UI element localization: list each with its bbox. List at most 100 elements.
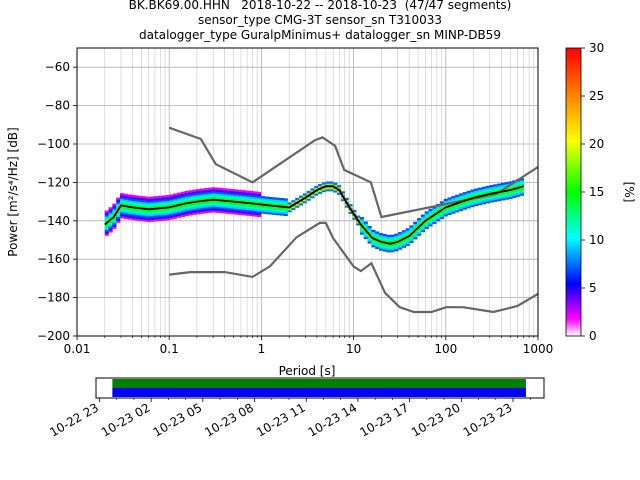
density-cell (390, 244, 395, 247)
density-cell (348, 209, 353, 213)
density-cell (398, 245, 403, 248)
density-cell (428, 224, 433, 227)
density-cell (173, 195, 178, 198)
density-cell (180, 214, 186, 217)
density-cell (378, 236, 384, 240)
time-tick-label: 10-23 23 (461, 400, 515, 439)
colorbar-tick-label: 5 (589, 281, 597, 295)
density-cell (249, 206, 254, 209)
density-cell (104, 212, 109, 215)
density-cell (104, 227, 109, 231)
density-cell (257, 195, 262, 198)
density-cell (184, 210, 189, 213)
density-cell (222, 211, 227, 214)
density-cell (458, 206, 464, 210)
density-cell (104, 223, 109, 227)
density-cell (485, 189, 490, 192)
density-cell (127, 194, 132, 197)
density-cell (234, 204, 239, 207)
density-cell (215, 189, 220, 192)
density-cell (222, 197, 227, 201)
density-cell (165, 204, 170, 207)
density-cell (409, 236, 414, 240)
density-cell (321, 188, 326, 191)
density-cell (260, 201, 266, 205)
density-cell (119, 200, 125, 204)
density-cell (420, 228, 425, 231)
density-cell (253, 193, 258, 196)
density-cell (386, 240, 391, 243)
density-cell (199, 203, 205, 207)
density-cell (500, 182, 505, 186)
density-cell (462, 203, 467, 206)
density-cell (260, 198, 266, 201)
density-cell (398, 241, 403, 244)
density-cell (382, 239, 387, 242)
density-cell (108, 226, 113, 229)
x-tick-label: 1 (258, 342, 266, 356)
density-cell (238, 189, 243, 192)
density-cell (455, 208, 460, 211)
density-cell (390, 248, 395, 251)
density-cell (169, 207, 174, 211)
density-cell (462, 192, 467, 195)
density-cell (104, 216, 109, 219)
density-cell (458, 202, 464, 206)
density-cell (367, 225, 372, 229)
density-cell (131, 196, 136, 200)
density-cell (173, 208, 178, 212)
density-cell (222, 188, 227, 191)
density-cell (276, 197, 281, 200)
density-cell (458, 193, 464, 196)
density-cell (352, 217, 357, 220)
density-cell (199, 190, 205, 193)
x-tick-label: 0.01 (64, 342, 91, 356)
density-cell (226, 188, 231, 191)
density-cell (203, 209, 208, 212)
density-cell (241, 211, 246, 214)
density-cell (466, 196, 471, 199)
density-cell (325, 187, 330, 190)
time-tick-label: 10-23 11 (254, 400, 308, 439)
density-cell (405, 232, 410, 235)
time-tick-label: 10-23 08 (202, 400, 256, 439)
density-cell (272, 210, 277, 213)
density-cell (211, 208, 216, 211)
density-cell (451, 196, 456, 199)
density-cell (299, 197, 304, 200)
density-cell (154, 209, 159, 212)
density-cell (394, 235, 399, 238)
density-cell (508, 187, 513, 190)
density-cell (447, 197, 452, 200)
density-cell (417, 222, 422, 225)
density-cell (497, 183, 502, 186)
density-cell (260, 209, 266, 212)
density-cell (424, 215, 429, 218)
density-cell (257, 207, 262, 210)
density-cell (344, 205, 349, 208)
density-cell (382, 245, 387, 248)
density-cell (146, 215, 151, 219)
density-cell (108, 220, 113, 223)
density-cell (451, 211, 456, 214)
density-cell (253, 208, 258, 211)
density-cell (238, 208, 243, 212)
density-cell (154, 203, 159, 207)
density-cell (359, 230, 365, 233)
density-cell (466, 194, 471, 197)
density-cell (436, 209, 441, 212)
density-cell (375, 235, 380, 238)
time-tick-label: 10-23 14 (306, 400, 360, 439)
density-cell (363, 231, 368, 234)
density-cell (409, 225, 414, 228)
density-cell (497, 193, 502, 196)
density-cell (196, 206, 201, 209)
density-cell (268, 208, 273, 211)
density-cell (306, 190, 311, 194)
density-cell (253, 197, 258, 200)
colorbar-tick-label: 15 (589, 185, 604, 199)
density-cell (458, 197, 464, 200)
density-cell (150, 204, 155, 207)
density-cell (196, 188, 201, 192)
density-cell (451, 209, 456, 212)
